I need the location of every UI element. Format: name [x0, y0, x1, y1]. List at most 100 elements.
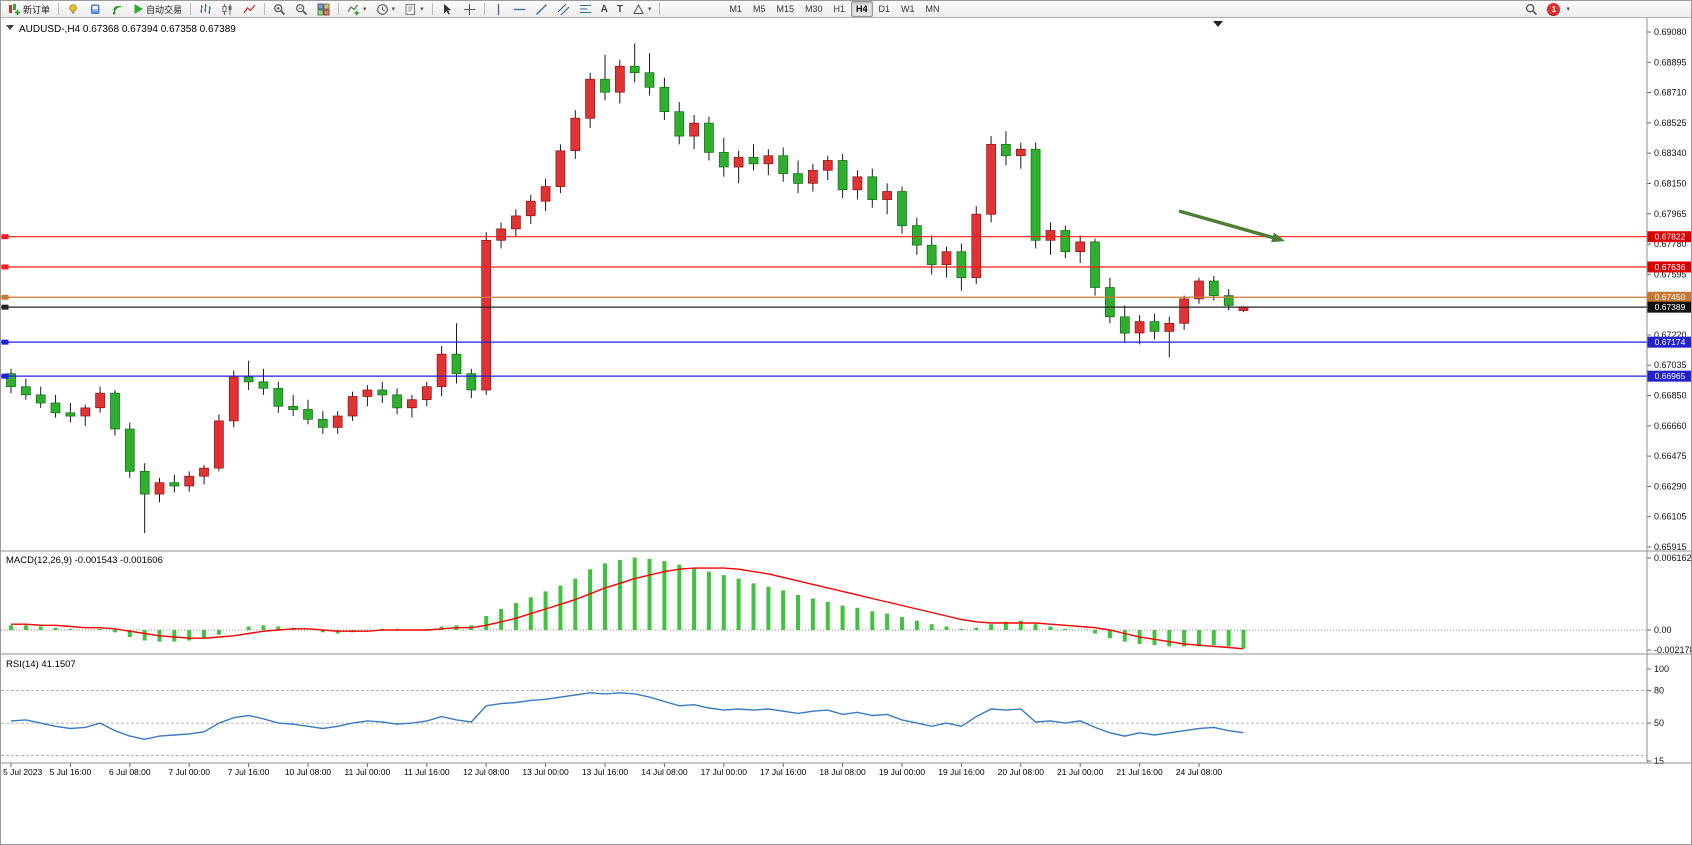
candle[interactable] [882, 191, 892, 200]
candle[interactable] [511, 215, 521, 230]
candle[interactable] [392, 394, 402, 409]
candle[interactable] [585, 78, 595, 119]
candle[interactable] [644, 72, 655, 88]
candle[interactable] [50, 402, 61, 414]
candle[interactable] [6, 373, 16, 388]
autotrade-button[interactable]: 自动交易 [129, 1, 186, 18]
line-chart-button[interactable] [239, 1, 260, 18]
candle[interactable] [288, 405, 298, 410]
candle[interactable] [629, 65, 640, 74]
shapes-button[interactable]: ▾ [628, 1, 656, 18]
candle[interactable] [1001, 143, 1011, 157]
templates-button[interactable]: ▾ [400, 1, 428, 18]
candle[interactable] [228, 376, 239, 422]
candle[interactable] [303, 409, 313, 420]
candle[interactable] [21, 386, 31, 396]
label-button[interactable]: T [613, 1, 627, 18]
candle[interactable] [778, 155, 789, 174]
alerts-button[interactable] [63, 1, 84, 18]
candle[interactable] [199, 467, 209, 477]
candle[interactable] [1194, 280, 1204, 300]
candle[interactable] [154, 482, 165, 495]
candle[interactable] [689, 122, 699, 137]
candle[interactable] [704, 122, 714, 153]
timeframe-h4[interactable]: H4 [851, 1, 873, 17]
candle[interactable] [1015, 148, 1026, 157]
candlestick-chart-button[interactable] [217, 1, 238, 18]
timeframe-m5[interactable]: M5 [752, 4, 766, 14]
candle[interactable] [347, 396, 358, 417]
candle[interactable] [1030, 148, 1041, 241]
candle[interactable] [1208, 280, 1219, 296]
candle[interactable] [674, 111, 685, 137]
candle[interactable] [451, 353, 462, 375]
notification-badge[interactable]: 1 [1547, 2, 1561, 16]
candle[interactable] [971, 213, 982, 279]
candle[interactable] [80, 407, 91, 417]
timeframe-m30[interactable]: M30 [804, 4, 823, 14]
timeframe-m1[interactable]: M1 [729, 4, 742, 14]
horizontal-line-button[interactable] [509, 1, 530, 18]
tile-windows-button[interactable] [313, 1, 334, 18]
candle[interactable] [733, 156, 744, 168]
candle[interactable] [258, 381, 269, 389]
vertical-line-button[interactable] [489, 1, 508, 18]
candle[interactable] [540, 186, 551, 202]
candle[interactable] [1045, 230, 1056, 241]
candle[interactable] [407, 399, 417, 409]
candle[interactable] [139, 470, 150, 495]
candle[interactable] [718, 152, 729, 168]
indicators-button[interactable]: ▾ [343, 1, 371, 18]
timeframe-w1[interactable]: W1 [901, 4, 915, 14]
candle[interactable] [466, 373, 477, 391]
candle[interactable] [273, 388, 284, 407]
candle[interactable] [362, 389, 373, 397]
zoom-out-button[interactable] [291, 1, 312, 18]
candle[interactable] [421, 386, 432, 401]
candle[interactable] [1149, 321, 1160, 332]
candle[interactable] [570, 117, 581, 152]
candle[interactable] [377, 389, 388, 396]
crosshair-button[interactable] [459, 1, 480, 18]
candle[interactable] [214, 420, 224, 469]
trendline-button[interactable] [531, 1, 552, 18]
candle[interactable] [481, 239, 492, 391]
candle[interactable] [867, 176, 878, 200]
timeframe-m15[interactable]: M15 [776, 4, 794, 14]
candle[interactable] [525, 200, 536, 217]
cursor-button[interactable] [437, 1, 458, 18]
candle[interactable] [600, 78, 610, 93]
candle[interactable] [897, 191, 907, 227]
candle[interactable] [852, 176, 863, 191]
candle[interactable] [95, 392, 105, 409]
news-button[interactable] [85, 1, 106, 18]
zoom-in-button[interactable] [269, 1, 290, 18]
timeframe-mn[interactable]: MN [925, 4, 940, 14]
candle[interactable] [986, 143, 996, 215]
candle[interactable] [496, 228, 506, 241]
search-button[interactable] [1521, 1, 1542, 18]
candle[interactable] [659, 86, 670, 113]
candle[interactable] [956, 251, 967, 279]
candle[interactable] [763, 155, 774, 165]
periods-button[interactable]: ▾ [372, 1, 400, 18]
candle[interactable] [1060, 230, 1071, 253]
trend-arrow[interactable] [1178, 209, 1280, 242]
candle[interactable] [822, 160, 833, 171]
candle[interactable] [555, 150, 566, 187]
candle[interactable] [1090, 241, 1100, 288]
candle[interactable] [35, 394, 46, 404]
candle[interactable] [926, 244, 937, 266]
candle[interactable] [748, 156, 759, 165]
new-order-button[interactable]: 新订单 [4, 1, 54, 18]
candle[interactable] [65, 412, 76, 417]
chart-collapse-arrow-icon[interactable] [6, 25, 14, 30]
candle[interactable] [243, 376, 254, 383]
candle[interactable] [436, 353, 447, 388]
signals-button[interactable] [107, 1, 128, 18]
candle[interactable] [1179, 298, 1189, 324]
candle[interactable] [837, 160, 848, 191]
candle[interactable] [1223, 295, 1234, 306]
candle[interactable] [793, 173, 803, 184]
channel-button[interactable] [553, 1, 574, 18]
